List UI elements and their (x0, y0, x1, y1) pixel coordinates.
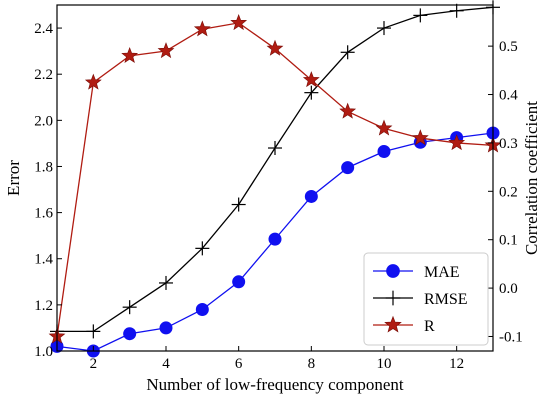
data-point-rmse (231, 197, 246, 212)
data-point-r (411, 129, 429, 146)
data-point-r (339, 102, 357, 119)
y-right-tick-label: -0.1 (499, 329, 523, 345)
data-point-r (266, 39, 284, 56)
data-point-r (230, 14, 248, 31)
data-point-r (121, 46, 139, 63)
data-point-r (84, 73, 102, 90)
data-point-mae (268, 232, 282, 246)
y-left-tick-label: 1.4 (34, 252, 53, 268)
data-point-r (448, 134, 466, 151)
data-point-mae (341, 161, 355, 175)
legend-entry-r: R (373, 315, 435, 335)
data-point-rmse (377, 21, 391, 36)
y-right-tick-label: 0.3 (499, 136, 518, 152)
y-left-tick-label: 1.6 (34, 206, 53, 222)
legend-marker-rmse (385, 290, 401, 306)
y-right-tick-label: 0.1 (499, 233, 518, 249)
data-point-mae (304, 189, 318, 203)
series-layer (48, 0, 502, 358)
x-tick-label: 2 (90, 356, 98, 372)
y-left-tick-label: 2.2 (34, 67, 53, 83)
data-point-rmse (268, 141, 282, 156)
x-tick-label: 8 (308, 356, 316, 372)
x-tick-label: 12 (449, 356, 464, 372)
data-point-rmse (304, 85, 319, 100)
y-right-tick-label: 0.5 (499, 39, 518, 55)
y-right-tick-label: 0.0 (499, 281, 518, 297)
legend-entry-rmse: RMSE (373, 290, 468, 308)
legend-label-r: R (424, 318, 435, 335)
y-right-tick-label: 0.2 (499, 184, 518, 200)
y-right-tick-label: 0.4 (499, 88, 518, 104)
legend-marker-r (384, 315, 402, 333)
data-point-mae (377, 144, 391, 158)
y-left-tick-label: 1.2 (34, 298, 53, 314)
legend-label-mae: MAE (424, 264, 460, 281)
y-left-tick-label: 1.8 (34, 159, 53, 175)
legend-label-rmse: RMSE (424, 291, 468, 308)
data-point-r (193, 20, 211, 37)
y-axis-title-left: Error (4, 160, 23, 196)
data-point-mae (195, 302, 209, 316)
data-point-rmse (340, 45, 355, 60)
data-point-mae (159, 321, 173, 335)
y-left-tick-label: 1.0 (34, 344, 53, 360)
axes-layer: 2 4 6 8 10 12 1.0 1.2 1.4 1.6 1.8 2.0 2.2 2.4 -0.1 0.0 0… (34, 21, 523, 372)
series-rmse (50, 0, 500, 339)
data-point-r (375, 119, 393, 136)
y-left-tick-label: 2.4 (34, 21, 53, 37)
data-point-rmse (86, 324, 101, 339)
data-point-r (157, 42, 175, 59)
data-point-r (302, 71, 320, 88)
x-axis-title: Number of low-frequency component (146, 375, 404, 394)
x-tick-label: 6 (235, 356, 243, 372)
legend-marker-mae (386, 264, 400, 278)
legend-entries: MAE RMSE R (373, 264, 468, 335)
legend: MAE RMSE R (363, 252, 489, 346)
x-tick-label: 4 (162, 356, 170, 372)
plot-frame (56, 4, 494, 352)
x-tick-label: 10 (377, 356, 392, 372)
y-axis-title-right: Correlation coefficient (522, 101, 541, 255)
y-left-tick-label: 2.0 (34, 113, 53, 129)
data-point-mae (232, 275, 246, 289)
data-point-rmse (122, 300, 137, 315)
data-point-rmse (449, 3, 464, 18)
legend-entry-mae: MAE (373, 264, 460, 281)
data-point-rmse (195, 241, 210, 256)
data-point-rmse (413, 8, 428, 23)
series-r (48, 14, 502, 344)
data-point-mae (123, 327, 137, 341)
series-mae (50, 126, 500, 358)
data-point-rmse (159, 275, 173, 290)
